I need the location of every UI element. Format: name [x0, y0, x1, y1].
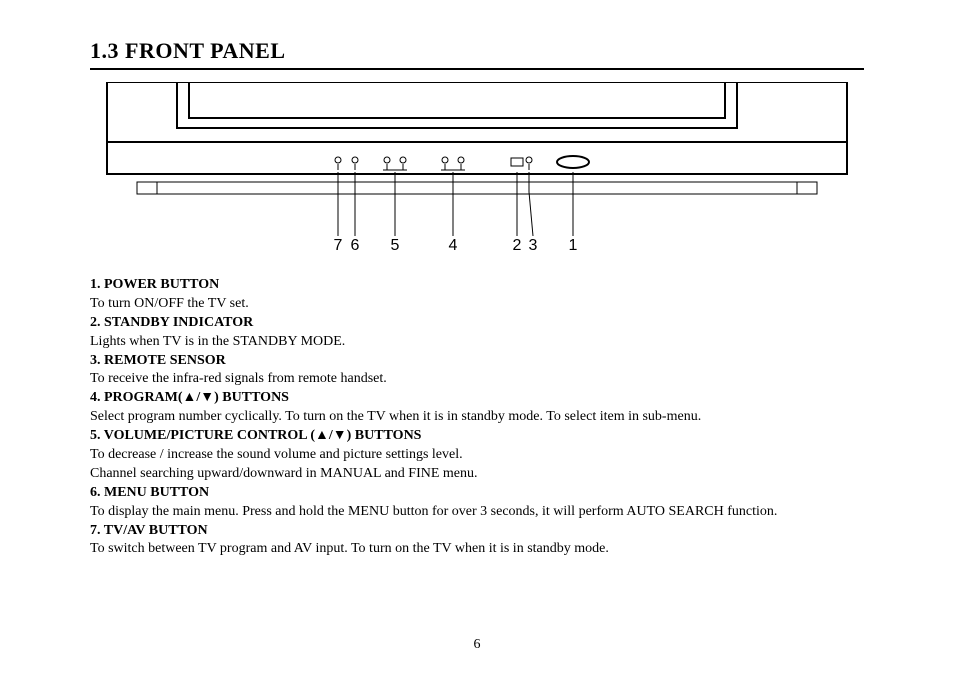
item-title: 3. REMOTE SENSOR: [90, 352, 864, 371]
svg-text:1: 1: [569, 237, 578, 254]
diagram-container: 76 5 4 23 1: [90, 82, 864, 262]
svg-text:6: 6: [351, 237, 360, 254]
item-description: To turn ON/OFF the TV set.: [90, 295, 864, 314]
front-panel-diagram: 76 5 4 23 1: [97, 82, 857, 262]
item-description: Channel searching upward/downward in MAN…: [90, 465, 864, 484]
item-description: Lights when TV is in the STANDBY MODE.: [90, 333, 864, 352]
item-title: 2. STANDBY INDICATOR: [90, 314, 864, 333]
item-title: 6. MENU BUTTON: [90, 484, 864, 503]
item-title: 5. VOLUME/PICTURE CONTROL (▲/▼) BUTTONS: [90, 427, 864, 446]
item-title: 1. POWER BUTTON: [90, 276, 864, 295]
item-title: 4. PROGRAM(▲/▼) BUTTONS: [90, 389, 864, 408]
item-description: To decrease / increase the sound volume …: [90, 446, 864, 465]
svg-text:4: 4: [449, 237, 458, 254]
page-number: 6: [0, 637, 954, 653]
item-title: 7. TV/AV BUTTON: [90, 522, 864, 541]
svg-text:2: 2: [513, 237, 522, 254]
item-description: Select program number cyclically. To tur…: [90, 408, 864, 427]
section-rule: [90, 68, 864, 70]
section-title: 1.3 FRONT PANEL: [90, 38, 864, 64]
item-description: To display the main menu. Press and hold…: [90, 503, 864, 522]
manual-page: 1.3 FRONT PANEL 7654231 1. POWER BUTTONT…: [0, 0, 954, 675]
svg-text:3: 3: [529, 237, 538, 254]
item-description: To receive the infra-red signals from re…: [90, 370, 864, 389]
item-description: To switch between TV program and AV inpu…: [90, 540, 864, 559]
svg-text:7: 7: [334, 237, 343, 254]
item-list: 1. POWER BUTTONTo turn ON/OFF the TV set…: [90, 276, 864, 559]
svg-text:5: 5: [391, 237, 400, 254]
